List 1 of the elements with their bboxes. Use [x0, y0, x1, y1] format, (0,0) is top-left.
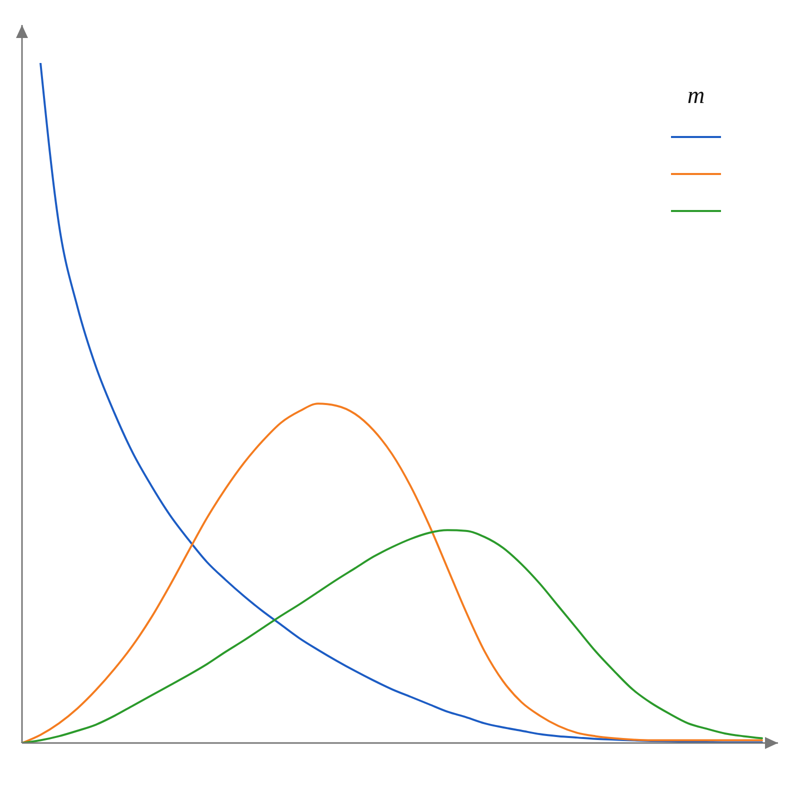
legend-title: m: [687, 82, 705, 110]
